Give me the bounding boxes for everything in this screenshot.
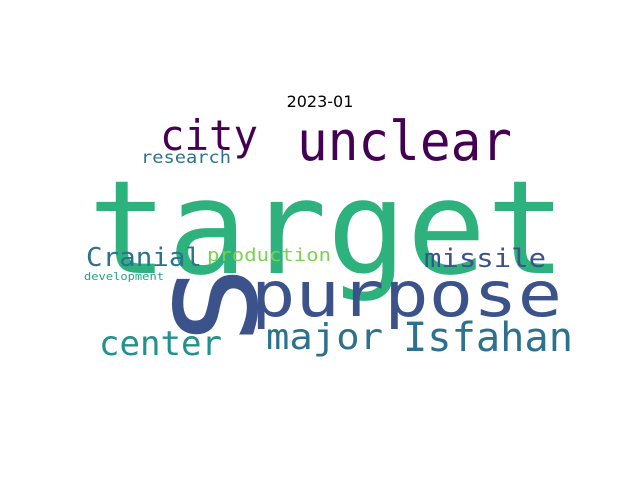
word-cranial: Cranial [86, 243, 202, 273]
word-center: center [99, 324, 222, 364]
word-unclear: unclear [297, 110, 512, 173]
chart-title: 2023-01 [286, 92, 354, 111]
word-production: production [207, 245, 331, 266]
word-city: city [160, 111, 258, 160]
word-major: major [266, 317, 383, 358]
word-missile: missile [424, 244, 546, 274]
word-purpose: purpose [251, 258, 562, 331]
word-research: research [141, 148, 231, 168]
word-target: target [88, 152, 566, 304]
word-isfahan: Isfahan [403, 315, 573, 361]
word-development: development [84, 270, 164, 283]
word-s: s [118, 260, 292, 350]
